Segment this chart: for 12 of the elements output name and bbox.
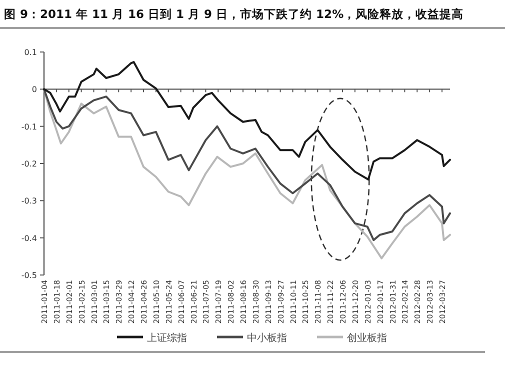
y-tick-label: -0.1 [21, 122, 37, 132]
y-tick-label: 0 [32, 85, 37, 94]
y-tick-label: -0.3 [21, 196, 37, 206]
y-tick-label: -0.5 [21, 271, 37, 280]
legend-label: 上证综指 [147, 332, 187, 344]
chart-title: 图 9：2011 年 11 月 16 日到 1 月 9 日，市场下跌了约 12%，风险释放，收益提高 [4, 7, 464, 21]
line-series [43, 61, 451, 180]
y-tick-label: 0.1 [24, 48, 37, 57]
legend-label: 中小板指 [247, 332, 287, 344]
y-tick-label: -0.4 [21, 234, 37, 243]
legend-label: 创业板指 [347, 332, 387, 344]
y-tick-label: -0.2 [21, 160, 37, 168]
